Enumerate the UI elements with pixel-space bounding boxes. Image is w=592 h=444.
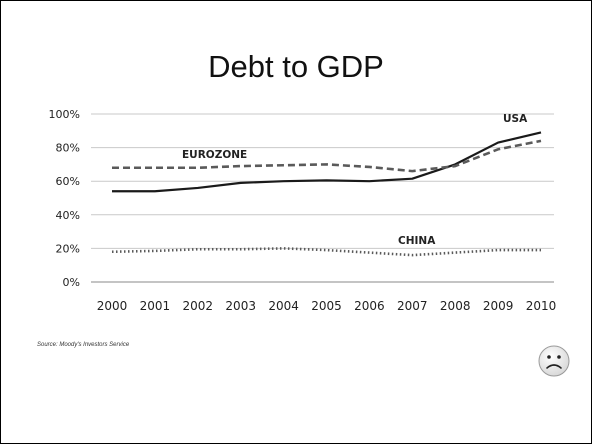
x-tick-label: 2006: [354, 299, 385, 313]
x-tick-label: 2008: [440, 299, 471, 313]
y-tick-label: 80%: [56, 142, 80, 155]
slide-title: Debt to GDP: [208, 49, 384, 84]
y-tick-label: 0%: [63, 276, 80, 289]
grid: [91, 113, 554, 283]
x-tick-label: 2009: [483, 299, 514, 313]
series-line-usa: [112, 131, 542, 193]
sad-face-icon: [538, 345, 570, 377]
series-labels: USA EUROZONE CHINA: [182, 113, 528, 247]
x-tick-label: 2007: [397, 299, 428, 313]
source-note: Source: Moody's Investors Service: [37, 342, 130, 348]
x-tick-label: 2000: [97, 299, 128, 313]
x-tick-label: 2001: [140, 299, 171, 313]
x-tick-label: 2003: [225, 299, 256, 313]
series-lines: [111, 131, 542, 257]
series-label-usa: USA: [503, 113, 528, 125]
x-tick-label: 2005: [311, 299, 342, 313]
x-tick-label: 2004: [268, 299, 299, 313]
debt-to-gdp-chart: 0%20%40%60%80%100% 2000 2001 2002 2003 2004 2…: [49, 108, 557, 313]
y-tick-label: 40%: [56, 209, 80, 222]
series-line-china: [111, 247, 541, 257]
series-label-china: CHINA: [398, 235, 436, 247]
series-line-eurozone: [112, 139, 542, 173]
y-tick-label: 100%: [49, 108, 80, 121]
x-tick-labels: 2000 2001 2002 2003 2004 2005 2006 2007 2008 2009…: [97, 299, 557, 313]
x-tick-label: 2002: [183, 299, 214, 313]
x-tick-label: 2010: [526, 299, 557, 313]
series-label-eurozone: EUROZONE: [182, 149, 247, 161]
y-tick-labels: 0% 20% 40% 60% 80% 100%: [49, 108, 80, 289]
y-tick-label: 60%: [56, 175, 80, 188]
y-tick-label: 20%: [56, 242, 80, 255]
